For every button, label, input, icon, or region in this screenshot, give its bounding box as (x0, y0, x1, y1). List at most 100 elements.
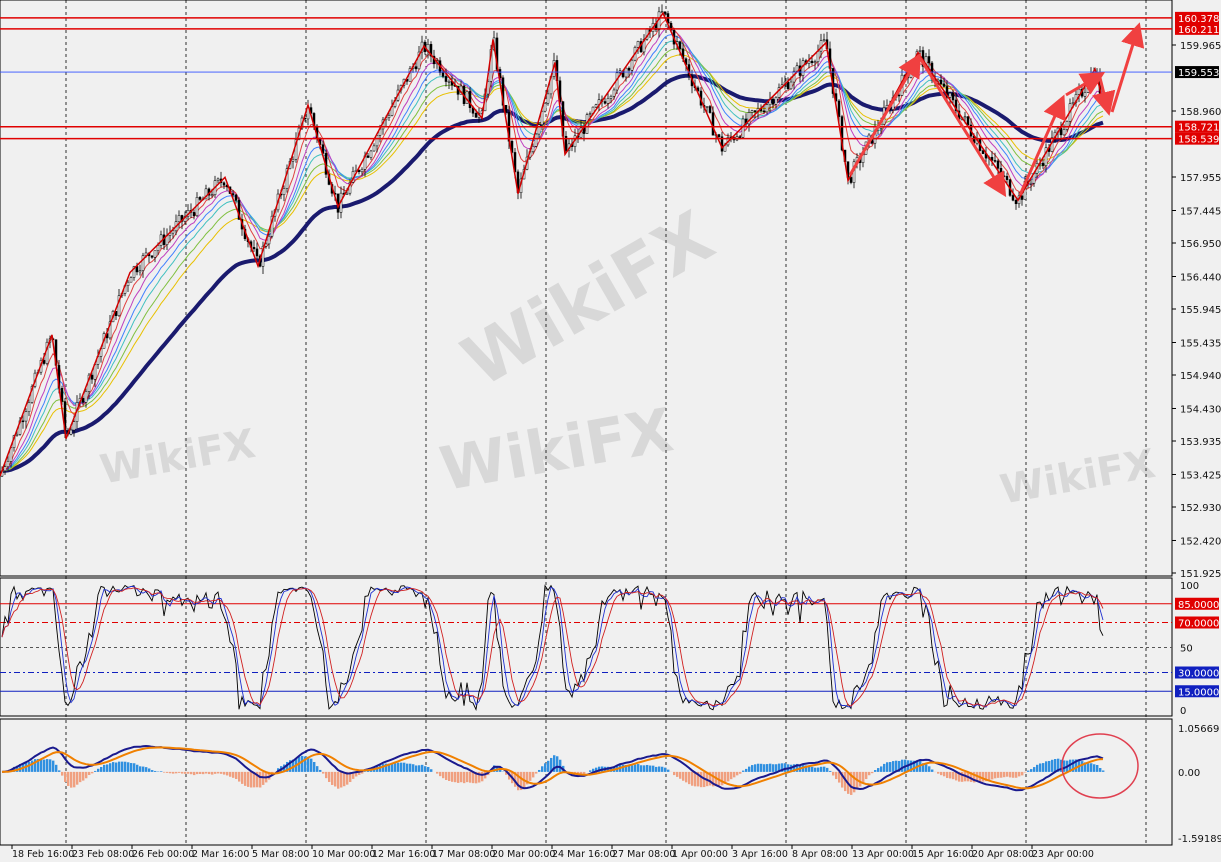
macd-main-line (1, 744, 1104, 792)
macd-histogram-bar (1015, 771, 1018, 778)
macd-histogram-bar (232, 771, 235, 778)
moving-average-line (1, 48, 1104, 472)
candle (3, 463, 7, 475)
macd-histogram-bar (1084, 762, 1087, 772)
candle (624, 65, 628, 82)
candle (186, 204, 190, 221)
macd-histogram-bar (793, 764, 796, 772)
macd-histogram-bar (115, 762, 118, 772)
macd-histogram-bar (844, 771, 847, 792)
candle (708, 105, 712, 114)
candle (255, 242, 259, 260)
candle (372, 143, 376, 152)
macd-histogram-bar (475, 771, 478, 784)
macd-histogram-bar (139, 766, 142, 772)
macd-histogram-bar (505, 771, 508, 775)
candle (1044, 143, 1048, 173)
macd-histogram-bar (343, 771, 346, 787)
macd-histogram-bar (361, 771, 364, 774)
macd-histogram-bar (262, 771, 265, 785)
candle (516, 169, 520, 200)
macd-histogram-bar (388, 763, 391, 772)
candle (636, 40, 640, 54)
candle (564, 131, 568, 153)
macd-histogram-bar (238, 771, 241, 782)
candle (21, 413, 25, 429)
macd-histogram-bar (445, 771, 448, 780)
macd-histogram-bar (316, 766, 319, 772)
candle (771, 95, 775, 109)
macd-histogram-bar (1039, 763, 1042, 772)
macd-histogram-bar (334, 771, 337, 787)
macd-histogram-bar (913, 760, 916, 772)
current-price-label-text: 159.553 (1178, 68, 1219, 79)
macd-histogram-bar (643, 765, 646, 772)
macd-histogram-bar (385, 763, 388, 772)
macd-histogram-bar (217, 771, 220, 774)
price-tick-label: 158.960 (1180, 107, 1221, 118)
macd-histogram-bar (340, 771, 343, 788)
macd-histogram-bar (823, 766, 826, 772)
macd-histogram-bar (1096, 764, 1099, 772)
macd-histogram-bar (121, 761, 124, 772)
macd-histogram-bar (946, 771, 949, 778)
candle (942, 77, 946, 88)
macd-histogram-bar (82, 771, 85, 781)
macd-histogram-bar (469, 771, 472, 783)
macd-histogram-bar (352, 771, 355, 779)
candle (177, 210, 181, 229)
macd-histogram-bar (754, 764, 757, 772)
macd-histogram-bar (634, 764, 637, 772)
highlight-circle (1061, 733, 1139, 799)
time-tick-label: 15 Apr 16:00 (912, 849, 974, 860)
stochastic-level-label (1175, 616, 1219, 629)
macd-histogram-bar (382, 764, 385, 772)
stochastic-level-label (1175, 597, 1219, 610)
forecast-arrow (918, 57, 1007, 198)
price-tick-label: 155.945 (1180, 305, 1221, 316)
macd-histogram-bar (775, 764, 778, 772)
macd-histogram-bar (79, 771, 82, 783)
forecast-arrow (1018, 94, 1066, 196)
macd-histogram-bar (292, 759, 295, 772)
macd-histogram-bar (304, 756, 307, 772)
macd-histogram-bar (661, 766, 664, 772)
candle (612, 87, 616, 100)
candle (801, 57, 805, 82)
level-price-label (1175, 120, 1219, 133)
macd-histogram-bar (796, 763, 799, 772)
macd-histogram-bar (829, 770, 832, 772)
candle (1086, 84, 1090, 93)
candle (504, 105, 508, 115)
macd-histogram-bar (994, 771, 997, 779)
macd-histogram-bar (61, 771, 64, 776)
macd-histogram-bar (949, 771, 952, 779)
macd-histogram-bar (955, 771, 958, 781)
macd-histogram-bar (730, 771, 733, 780)
macd-histogram-bar (1009, 771, 1012, 778)
macd-histogram-bar (529, 771, 532, 781)
time-tick-label: 2 Mar 16:00 (192, 849, 249, 860)
macd-histogram-bar (313, 761, 316, 772)
macd-histogram-bar (208, 771, 211, 775)
macd-histogram-bar (412, 764, 415, 772)
macd-histogram-bar (406, 763, 409, 772)
macd-histogram-bar (877, 768, 880, 772)
macd-histogram-bar (841, 771, 844, 788)
candle (927, 49, 931, 69)
macd-histogram-bar (550, 757, 553, 772)
macd-histogram-bar (166, 771, 169, 773)
macd-histogram-bar (202, 771, 205, 775)
macd-histogram-bar (463, 771, 466, 784)
candle (765, 103, 769, 115)
stochastic-level-label (1175, 666, 1219, 679)
stochastic-level-label-text: 70.0000 (1178, 619, 1219, 630)
macd-histogram-bar (310, 758, 313, 772)
macd-histogram-bar (397, 762, 400, 772)
candle (24, 408, 28, 429)
macd-histogram-bar (355, 771, 358, 777)
forecast-arrow (1091, 77, 1116, 116)
macd-histogram-bar (250, 771, 253, 788)
candle (417, 46, 421, 70)
